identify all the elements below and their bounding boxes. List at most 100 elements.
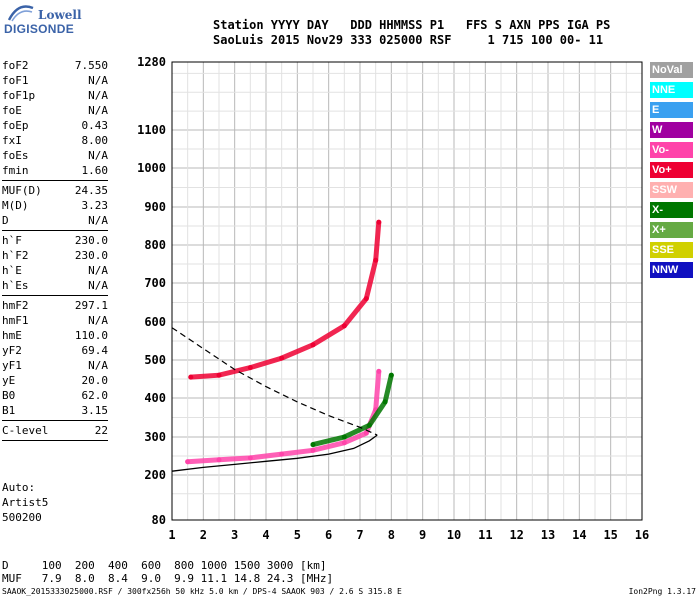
logo-swoosh-icon <box>8 5 34 22</box>
polarization-legend: NoVal NNE E W Vo- Vo+ SSW X- X+ SSE NNW <box>650 62 693 282</box>
param-key: hmE <box>2 329 22 342</box>
auto-program: Artist5 <box>2 496 49 509</box>
param-key: yE <box>2 374 16 387</box>
param-row: B1 3.15 <box>2 403 108 418</box>
echo-traces <box>185 219 394 465</box>
param-key: h`Es <box>2 279 29 292</box>
param-row: fxI 8.00 <box>2 133 108 148</box>
trace-point <box>363 296 369 302</box>
x-tick-label: 11 <box>478 528 492 542</box>
param-row: MUF(D) 24.35 <box>2 183 108 198</box>
model-profile <box>171 327 378 472</box>
model-dashed-curve <box>171 327 378 436</box>
param-row: D N/A <box>2 213 108 228</box>
auto-scaling-info: Auto: Artist5 500200 <box>2 480 48 525</box>
param-value: N/A <box>88 149 108 162</box>
trace-point <box>376 219 382 225</box>
param-key: B0 <box>2 389 16 402</box>
param-row: foEs N/A <box>2 148 108 163</box>
x-tick-label: 16 <box>635 528 649 542</box>
y-tick-label: 200 <box>144 468 166 482</box>
param-separator <box>2 440 108 441</box>
y-tick-label: 80 <box>152 513 166 527</box>
y-tick-label: 1280 <box>137 55 166 69</box>
model-profile-curve <box>171 434 378 472</box>
y-tick-label: 700 <box>144 276 166 290</box>
param-value: 8.00 <box>81 134 109 147</box>
x-tick-label: 6 <box>325 528 332 542</box>
param-separator <box>2 295 108 296</box>
x-tick-label: 1 <box>168 528 175 542</box>
param-row: h`E N/A <box>2 263 108 278</box>
x-tick-label: 15 <box>603 528 617 542</box>
file-info-footer: SAAOK_2015333025000.RSF / 300fx256h 50 k… <box>2 587 402 596</box>
param-value: 7.550 <box>74 59 108 72</box>
param-value: N/A <box>88 104 108 117</box>
param-row: fmin 1.60 <box>2 163 108 178</box>
y-tick-label: 1000 <box>137 161 166 175</box>
auto-label: Auto: <box>2 481 36 494</box>
param-row: foF1 N/A <box>2 73 108 88</box>
software-version: Ion2Png 1.3.17 <box>628 587 696 596</box>
param-key: M(D) <box>2 199 29 212</box>
trace-point <box>279 355 285 361</box>
trace-vo <box>185 368 382 465</box>
x-tick-label: 9 <box>419 528 426 542</box>
trace-point <box>341 434 347 440</box>
param-value: 110.0 <box>74 329 108 342</box>
digisonde-logo: Lowell DIGISONDE <box>2 2 82 46</box>
y-tick-label: 1100 <box>137 123 166 137</box>
plot-frame <box>171 61 643 521</box>
scaled-parameters: foF2 7.550 foF1 N/A foF1p N/A foE N/A foEp 0.43 fx… <box>2 58 108 443</box>
x-tick-label: 13 <box>541 528 555 542</box>
param-value: 62.0 <box>81 389 109 402</box>
param-separator <box>2 420 108 421</box>
param-key: h`F2 <box>2 249 29 262</box>
param-key: fmin <box>2 164 29 177</box>
param-row: C-level 22 <box>2 423 108 438</box>
param-row: B0 62.0 <box>2 388 108 403</box>
x-tick-label: 10 <box>447 528 461 542</box>
trace-point <box>373 257 379 263</box>
y-tick-label: 500 <box>144 353 166 367</box>
param-value: N/A <box>88 359 108 372</box>
legend-item-sse: SSE <box>650 242 693 258</box>
param-key: MUF(D) <box>2 184 42 197</box>
param-value: 297.1 <box>74 299 108 312</box>
param-row: hmE 110.0 <box>2 328 108 343</box>
trace-point <box>382 399 388 405</box>
param-row: h`F2 230.0 <box>2 248 108 263</box>
y-axis-ticks: 80 200 300 400 500 600 700 800 900 1000 1100 1280 <box>137 55 166 527</box>
param-key: fxI <box>2 134 22 147</box>
legend-item-noval: NoVal <box>650 62 693 78</box>
param-row: yE 20.0 <box>2 373 108 388</box>
param-separator <box>2 180 108 181</box>
trace-point <box>363 430 369 436</box>
trace-point <box>216 457 222 463</box>
param-key: h`E <box>2 264 22 277</box>
param-key: foF1 <box>2 74 29 87</box>
y-tick-label: 800 <box>144 238 166 252</box>
legend-item-nne: NNE <box>650 82 693 98</box>
legend-item-x: X- <box>650 202 693 218</box>
auto-version: 500200 <box>2 511 42 524</box>
param-key: h`F <box>2 234 22 247</box>
trace-point <box>341 323 347 329</box>
param-row: yF1 N/A <box>2 358 108 373</box>
param-row: foF2 7.550 <box>2 58 108 73</box>
trace-point <box>341 440 347 446</box>
param-row: M(D) 3.23 <box>2 198 108 213</box>
param-key: C-level <box>2 424 49 437</box>
param-value: 1.60 <box>81 164 109 177</box>
param-key: hmF1 <box>2 314 29 327</box>
legend-item-ssw: SSW <box>650 182 693 198</box>
param-value: 20.0 <box>81 374 109 387</box>
y-tick-label: 300 <box>144 430 166 444</box>
param-key: foE <box>2 104 22 117</box>
param-value: N/A <box>88 279 108 292</box>
x-tick-label: 7 <box>356 528 363 542</box>
param-row: foE N/A <box>2 103 108 118</box>
param-value: 3.15 <box>81 404 109 417</box>
x-tick-label: 12 <box>509 528 523 542</box>
param-key: yF1 <box>2 359 22 372</box>
